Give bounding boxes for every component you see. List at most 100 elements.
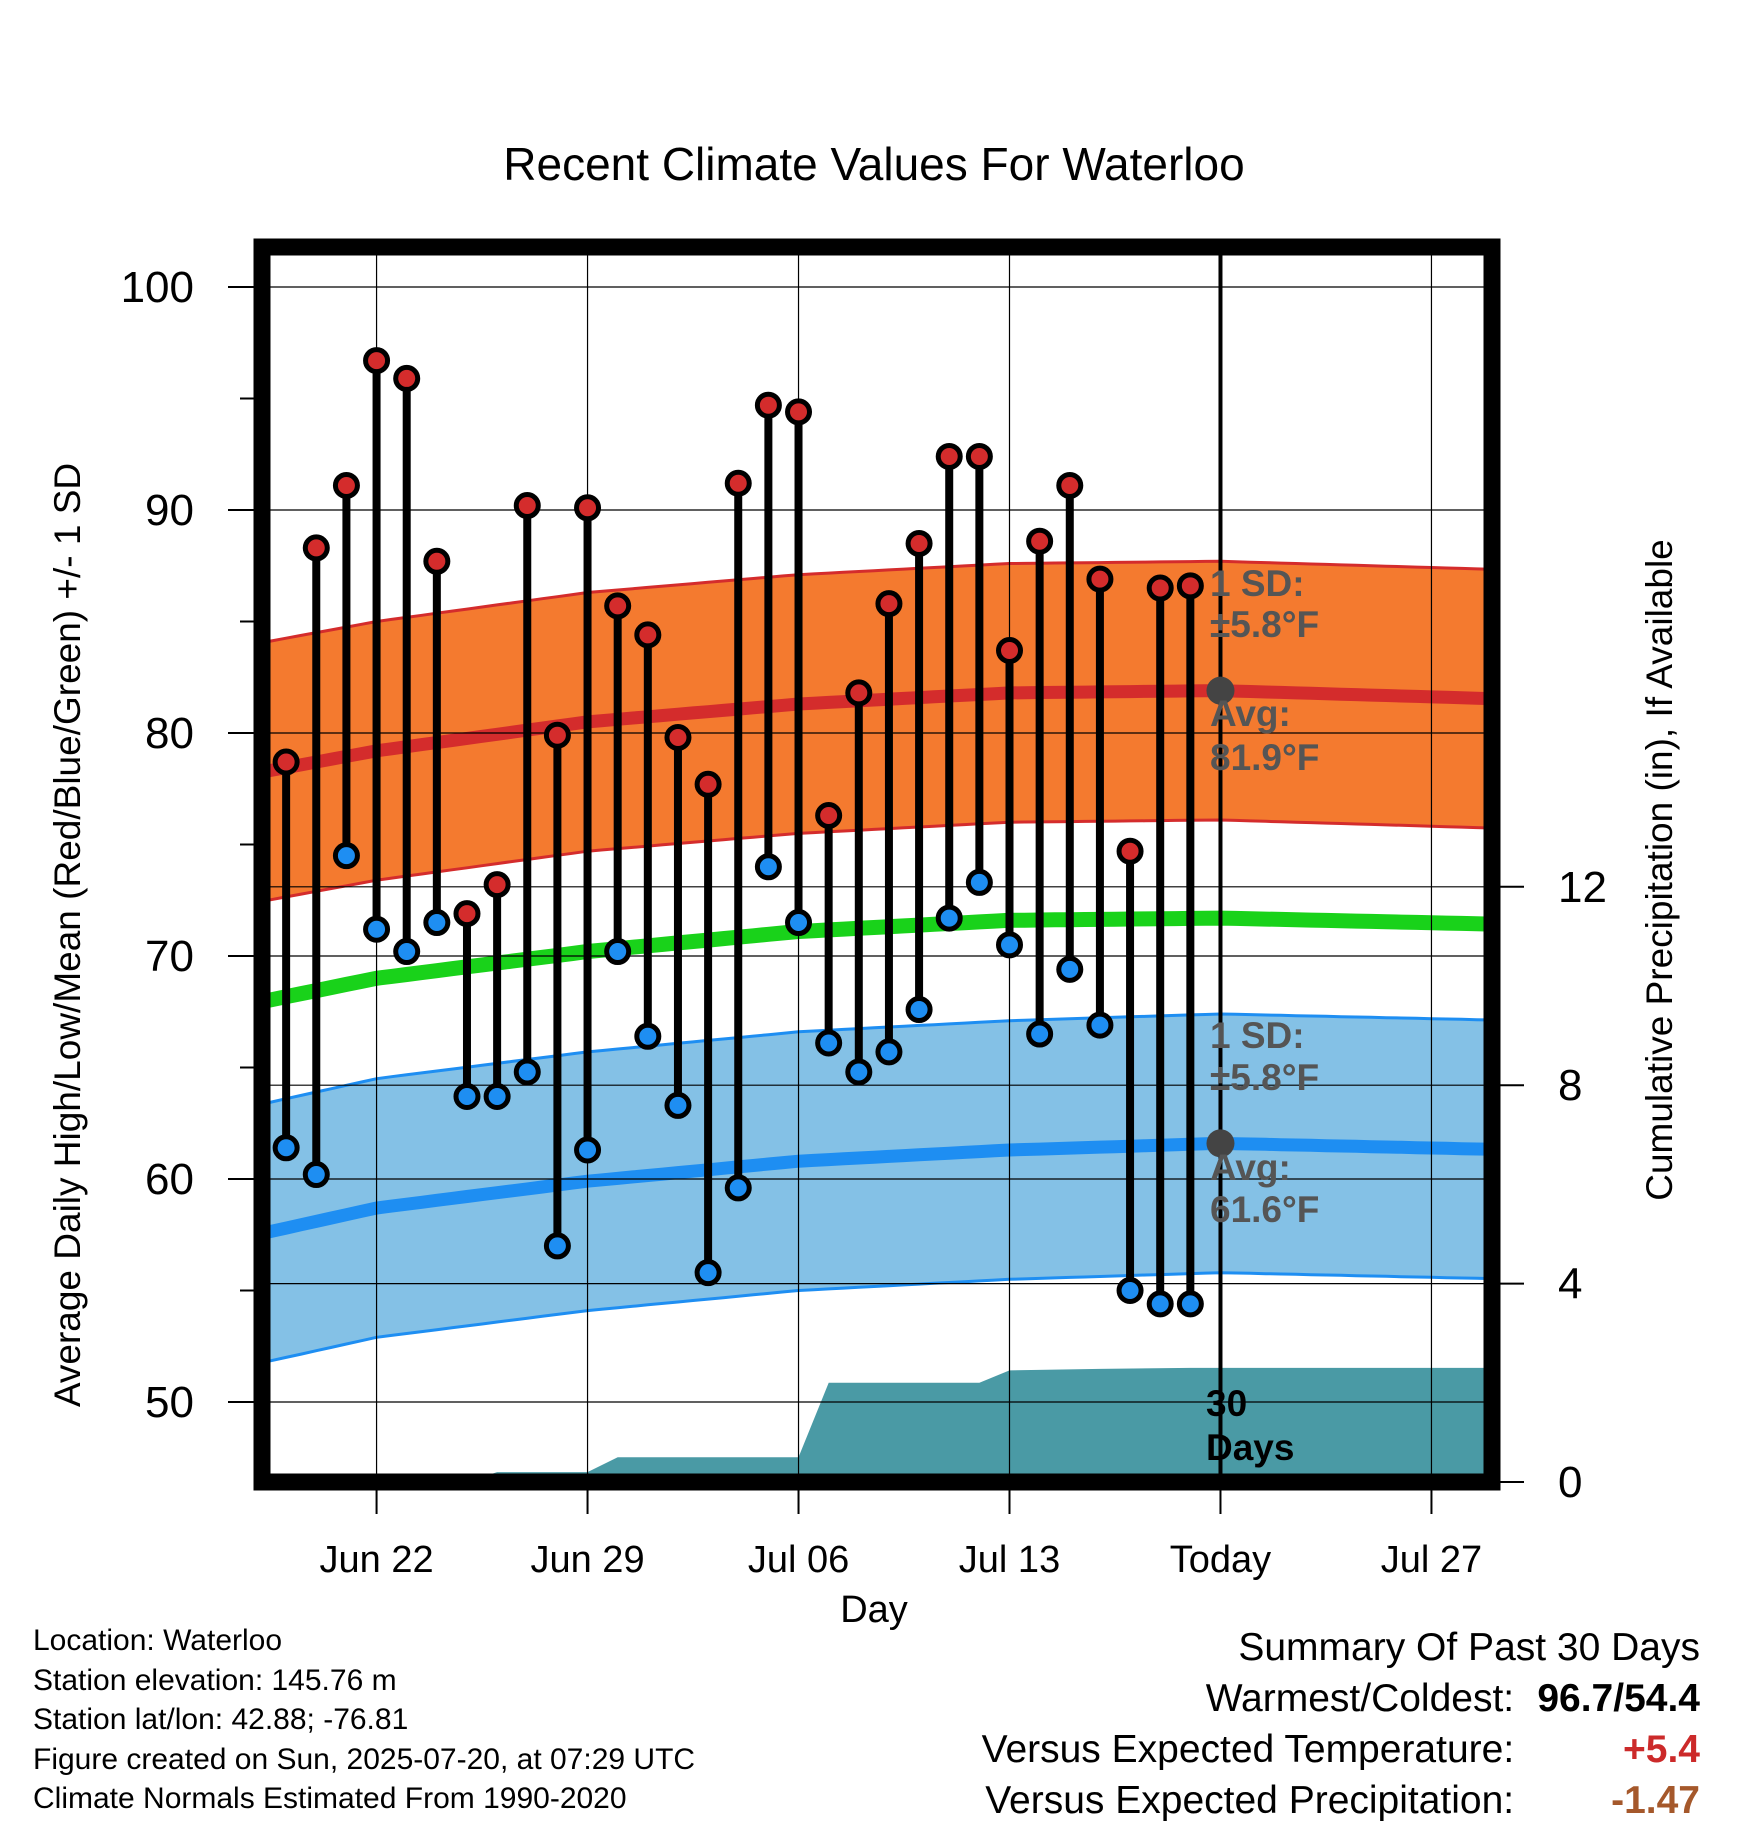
summary-warmest-label: Warmest/Coldest: [1205, 1677, 1515, 1720]
daily-high-point [574, 494, 602, 522]
precip-area [268, 1367, 1486, 1482]
daily-high-point [1056, 471, 1084, 499]
station-info: Location: Waterloo Station elevation: 14… [33, 1621, 695, 1819]
y-tick-label: 50 [145, 1378, 194, 1427]
daily-low-point [543, 1232, 571, 1260]
low-avg-value: 61.6°F [1210, 1189, 1319, 1230]
info-normals: Climate Normals Estimated From 1990-2020 [33, 1782, 627, 1815]
x-tick-label: Jul 27 [1381, 1539, 1482, 1581]
info-created: Figure created on Sun, 2025-07-20, at 07… [33, 1742, 696, 1776]
daily-high-point [513, 492, 541, 520]
daily-high-point [785, 398, 813, 426]
daily-high-point [875, 590, 903, 618]
y-tick-label: 60 [145, 1155, 194, 1204]
high-sd-label: 1 SD: [1210, 563, 1305, 604]
daily-low-point [996, 931, 1023, 959]
daily-low-point [634, 1022, 662, 1050]
daily-low-point [754, 853, 782, 881]
daily-high-point [604, 592, 632, 620]
daily-high-point [1116, 837, 1144, 865]
avg-low-line [268, 1136, 1486, 1239]
daily-high-point [845, 679, 873, 707]
info-latlon: Station lat/lon: 42.88; -76.81 [33, 1703, 409, 1736]
summary-temp-value: +5.4 [1623, 1728, 1700, 1771]
daily-low-point [1056, 955, 1084, 983]
daily-high-point [1086, 565, 1114, 593]
info-location: Location: Waterloo [33, 1624, 283, 1657]
plot-contents [268, 247, 1486, 1482]
daily-low-point [483, 1082, 511, 1110]
y-tick-label: 100 [121, 263, 194, 312]
summary-temp-row: Versus Expected Temperature: +5.4 [982, 1724, 1700, 1775]
today-avg-high-marker [1206, 676, 1235, 705]
daily-low-point [664, 1091, 692, 1119]
y-tick-label: 70 [145, 932, 194, 981]
daily-high-point [815, 802, 843, 830]
high-avg-label: Avg: [1210, 693, 1291, 734]
low-sd-value: ±5.8°F [1210, 1057, 1319, 1098]
daily-low-point [302, 1161, 330, 1189]
daily-low-point [724, 1174, 752, 1202]
daily-low-point [845, 1058, 873, 1086]
daily-high-point [393, 364, 421, 392]
daily-high-point [724, 469, 752, 497]
y2-tick-label: 12 [1558, 863, 1607, 912]
x-tick-label: Today [1170, 1539, 1271, 1581]
daily-low-point [1146, 1290, 1174, 1318]
daily-high-point [996, 636, 1023, 664]
x-tick-label: Jul 13 [959, 1539, 1060, 1581]
y2-tick-label: 8 [1558, 1061, 1582, 1110]
daily-low-point [272, 1134, 300, 1162]
low-sd-band [268, 1014, 1486, 1362]
today-avg-low-marker [1206, 1129, 1235, 1158]
daily-low-point [905, 996, 933, 1024]
daily-low-point [423, 909, 451, 937]
daily-low-point [393, 938, 421, 966]
high-avg-value: 81.9°F [1210, 737, 1319, 778]
high-sd-band [268, 561, 1486, 901]
daily-high-point [543, 721, 571, 749]
daily-low-point [332, 842, 360, 870]
y2-tick-label: 0 [1558, 1458, 1582, 1507]
daily-low-point [785, 909, 813, 937]
low-sd-label: 1 SD: [1210, 1015, 1305, 1056]
daily-low-point [1176, 1290, 1204, 1318]
daily-high-point [363, 347, 391, 375]
daily-low-point [604, 938, 632, 966]
daily-low-point [1116, 1277, 1144, 1304]
daily-high-point [332, 471, 360, 499]
low-sd-lower-edge [268, 1271, 1486, 1363]
summary-precip-value: -1.47 [1611, 1779, 1700, 1822]
daily-high-point [483, 871, 511, 899]
daily-low-point [1086, 1011, 1114, 1039]
x-tick-label: Jun 29 [530, 1539, 644, 1581]
daily-low-point [935, 904, 963, 932]
days-label-text: Days [1206, 1427, 1294, 1468]
daily-low-point [875, 1038, 903, 1066]
daily-high-point [634, 621, 662, 649]
x-tick-label: Jun 22 [320, 1539, 434, 1581]
daily-high-point [694, 770, 722, 798]
daily-high-point [1146, 574, 1174, 602]
y2-tick-label: 4 [1558, 1260, 1582, 1309]
daily-high-point [1026, 527, 1054, 555]
daily-high-point [1176, 572, 1204, 600]
low-avg-label: Avg: [1210, 1147, 1291, 1188]
daily-low-point [513, 1058, 541, 1086]
daily-low-point [574, 1136, 602, 1164]
daily-high-point [302, 534, 330, 562]
x-tick-label: Jul 06 [748, 1539, 849, 1581]
plot-frame [253, 238, 1501, 1491]
daily-high-point [664, 723, 692, 751]
days-label-number: 30 [1206, 1383, 1247, 1424]
summary-panel: Summary Of Past 30 Days Warmest/Coldest:… [982, 1622, 1700, 1826]
daily-low-point [815, 1029, 843, 1057]
daily-low-point [453, 1082, 481, 1110]
y-axis-label: Average Daily High/Low/Mean (Red/Blue/Gr… [47, 463, 88, 1407]
y-tick-label: 90 [145, 486, 194, 535]
daily-high-point [965, 442, 993, 470]
daily-low-point [363, 915, 391, 943]
summary-precip-label: Versus Expected Precipitation: [985, 1779, 1515, 1822]
